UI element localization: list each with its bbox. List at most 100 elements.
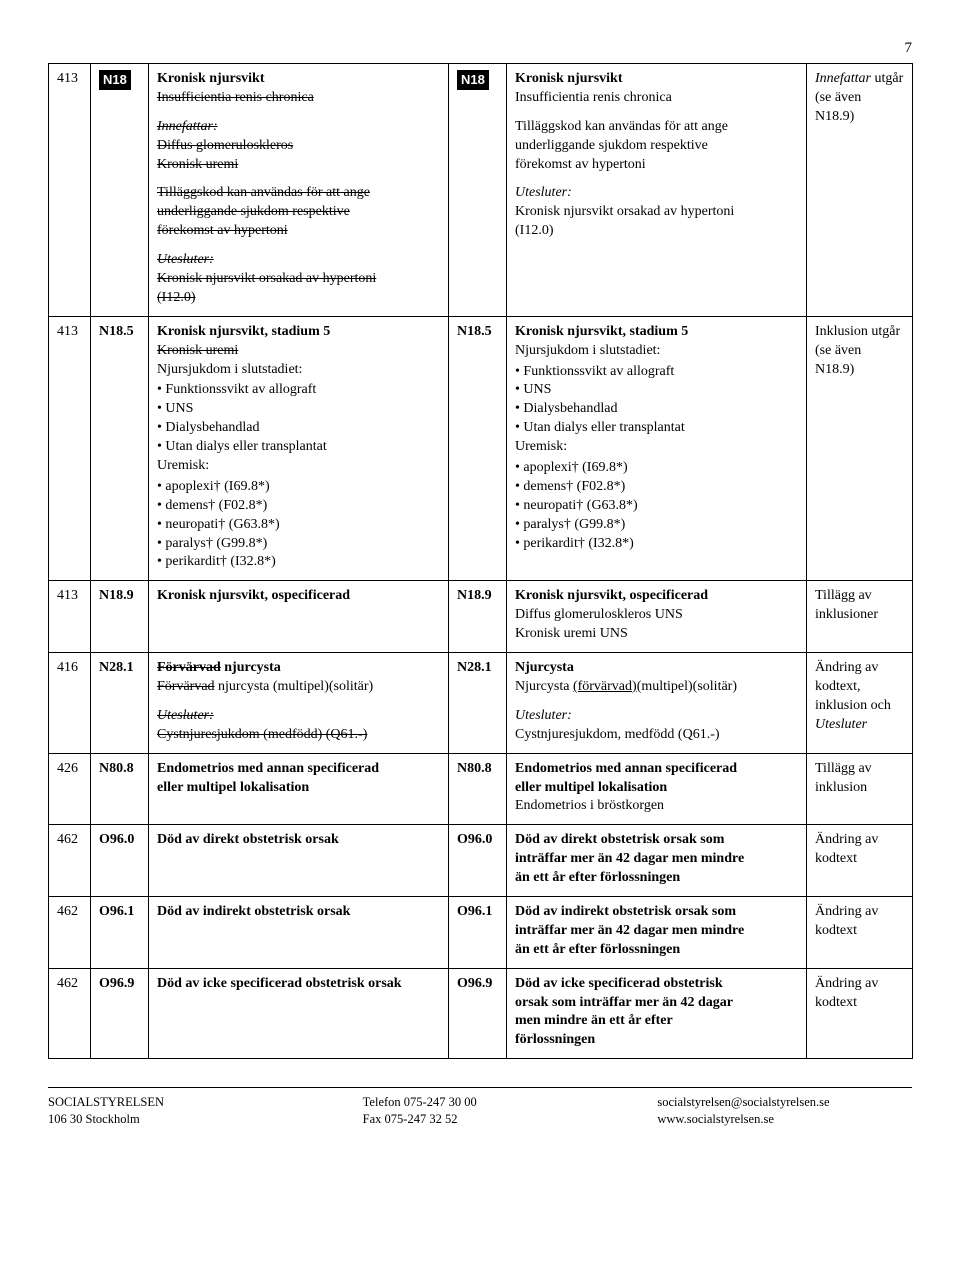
text: Kronisk uremi UNS bbox=[515, 626, 628, 641]
text: förlossningen bbox=[515, 1032, 595, 1047]
utesluter-label: Utesluter: bbox=[515, 185, 572, 200]
text: men mindre än ett år efter bbox=[515, 1013, 673, 1028]
text: Död av indirekt obstetrisk orsak som bbox=[515, 904, 736, 919]
cell-col6: Ändring av kodtext bbox=[807, 896, 913, 968]
title: Kronisk njursvikt bbox=[515, 71, 623, 86]
cell-col3: Död av indirekt obstetrisk orsak bbox=[149, 896, 449, 968]
cell-col2: N18.5 bbox=[91, 316, 149, 581]
cell-col2: N18.9 bbox=[91, 581, 149, 653]
cell-col3: Kronisk njursvikt, ospecificerad bbox=[149, 581, 449, 653]
page-footer: SOCIALSTYRELSEN 106 30 Stockholm Telefon… bbox=[48, 1087, 912, 1128]
cell-col5: Död av icke specificerad obstetrisk orsa… bbox=[507, 968, 807, 1059]
table-row: 416 N28.1 Förvärvad njurcysta Förvärvad … bbox=[49, 653, 913, 754]
list-item: perikardit† (I32.8*) bbox=[515, 535, 798, 554]
text: njurcysta (multipel)(solitär) bbox=[215, 679, 374, 694]
text: (se även bbox=[815, 343, 861, 358]
text: Ändring av bbox=[815, 904, 878, 919]
cell-col4: N80.8 bbox=[449, 753, 507, 825]
text: inträffar mer än 42 dagar men mindre bbox=[515, 923, 744, 938]
cell-col5: Död av direkt obstetrisk orsak som inträ… bbox=[507, 825, 807, 897]
text: N18.9) bbox=[815, 109, 854, 124]
text: förekomst av hypertoni bbox=[157, 223, 288, 238]
text: (multipel)(solitär) bbox=[637, 679, 737, 694]
text: inklusion bbox=[815, 780, 867, 795]
footer-address: 106 30 Stockholm bbox=[48, 1112, 140, 1126]
cell-col4: N28.1 bbox=[449, 653, 507, 754]
footer-web: www.socialstyrelsen.se bbox=[657, 1112, 774, 1126]
list-item: apoplexi† (I69.8*) bbox=[157, 478, 440, 497]
text: Diffus glomeruloskleros UNS bbox=[515, 607, 683, 622]
text: Kronisk uremi bbox=[157, 157, 238, 172]
text: Kronisk njursvikt orsakad av hypertoni bbox=[515, 204, 734, 219]
text: Kronisk uremi bbox=[157, 343, 238, 358]
list-item: paralys† (G99.8*) bbox=[157, 535, 440, 554]
cell-col2: N80.8 bbox=[91, 753, 149, 825]
text: kodtext bbox=[815, 851, 857, 866]
text: Inklusion utgår bbox=[815, 324, 900, 339]
text: förekomst av hypertoni bbox=[515, 157, 646, 172]
text: Ändring av bbox=[815, 660, 878, 675]
title: Kronisk njursvikt, ospecificerad bbox=[157, 588, 350, 603]
text: underliggande sjukdom respektive bbox=[515, 138, 708, 153]
cell-col1: 416 bbox=[49, 653, 91, 754]
text: eller multipel lokalisation bbox=[515, 780, 667, 795]
text: Död av icke specificerad obstetrisk orsa… bbox=[157, 976, 402, 991]
text: (I12.0) bbox=[157, 290, 196, 305]
subtitle-strike: Insufficientia renis chronica bbox=[157, 90, 314, 105]
text: Förvärvad bbox=[157, 679, 215, 694]
cell-col2: O96.9 bbox=[91, 968, 149, 1059]
cell-col4: N18.9 bbox=[449, 581, 507, 653]
title: Kronisk njursvikt, ospecificerad bbox=[515, 588, 708, 603]
cell-col6: Ändring av kodtext bbox=[807, 968, 913, 1059]
cell-col5: Kronisk njursvikt, stadium 5 Njursjukdom… bbox=[507, 316, 807, 581]
list-item: apoplexi† (I69.8*) bbox=[515, 459, 798, 478]
code-badge: N18 bbox=[99, 70, 131, 90]
text: Död av direkt obstetrisk orsak bbox=[157, 832, 339, 847]
text: Död av indirekt obstetrisk orsak bbox=[157, 904, 350, 919]
cell-col5: Kronisk njursvikt Insufficientia renis c… bbox=[507, 64, 807, 317]
list-item: UNS bbox=[515, 381, 798, 400]
text: Diffus glomeruloskleros bbox=[157, 138, 293, 153]
list-item: Funktionssvikt av allograft bbox=[157, 381, 440, 400]
title-strike: Förvärvad bbox=[157, 660, 221, 675]
cell-col5: Död av indirekt obstetrisk orsak som int… bbox=[507, 896, 807, 968]
footer-org: SOCIALSTYRELSEN bbox=[48, 1095, 164, 1109]
text: Cystnjuresjukdom bbox=[157, 727, 263, 742]
cell-col3: Förvärvad njurcysta Förvärvad njurcysta … bbox=[149, 653, 449, 754]
cell-col4: O96.0 bbox=[449, 825, 507, 897]
text: inklusion och bbox=[815, 698, 891, 713]
list-item: Utan dialys eller transplantat bbox=[515, 419, 798, 438]
table-row: 426 N80.8 Endometrios med annan specific… bbox=[49, 753, 913, 825]
text-underline: (förvärvad) bbox=[573, 679, 637, 694]
cell-col3: Död av icke specificerad obstetrisk orsa… bbox=[149, 968, 449, 1059]
cell-col4: N18 bbox=[449, 64, 507, 317]
title: Kronisk njursvikt, stadium 5 bbox=[515, 324, 688, 339]
text: Njurcysta bbox=[515, 679, 573, 694]
text: Död av direkt obstetrisk orsak som bbox=[515, 832, 724, 847]
text: (se även bbox=[815, 90, 861, 105]
cell-col3: Endometrios med annan specificerad eller… bbox=[149, 753, 449, 825]
text: underliggande sjukdom respektive bbox=[157, 204, 350, 219]
text: Död av icke specificerad obstetrisk bbox=[515, 976, 723, 991]
list-item: demens† (F02.8*) bbox=[515, 478, 798, 497]
text: Uremisk: bbox=[157, 458, 209, 473]
table-row: 462 O96.1 Död av indirekt obstetrisk ors… bbox=[49, 896, 913, 968]
table-row: 413 N18.5 Kronisk njursvikt, stadium 5 K… bbox=[49, 316, 913, 581]
list-item: UNS bbox=[157, 400, 440, 419]
list-item: paralys† (G99.8*) bbox=[515, 516, 798, 535]
text: inklusioner bbox=[815, 607, 878, 622]
cell-col4: O96.9 bbox=[449, 968, 507, 1059]
cell-col5: Endometrios med annan specificerad eller… bbox=[507, 753, 807, 825]
text: Tillägg av bbox=[815, 588, 872, 603]
title: njurcysta bbox=[221, 660, 281, 675]
cell-col1: 462 bbox=[49, 968, 91, 1059]
list-item: perikardit† (I32.8*) bbox=[157, 553, 440, 572]
table-row: 413 N18 Kronisk njursvikt Insufficientia… bbox=[49, 64, 913, 317]
cell-col6: Ändring av kodtext, inklusion och Uteslu… bbox=[807, 653, 913, 754]
table-row: 462 O96.0 Död av direkt obstetrisk orsak… bbox=[49, 825, 913, 897]
text: Utesluter bbox=[815, 717, 867, 732]
cell-col1: 413 bbox=[49, 64, 91, 317]
text: Tillägg av bbox=[815, 761, 872, 776]
text: eller multipel lokalisation bbox=[157, 780, 309, 795]
list-item: demens† (F02.8*) bbox=[157, 497, 440, 516]
